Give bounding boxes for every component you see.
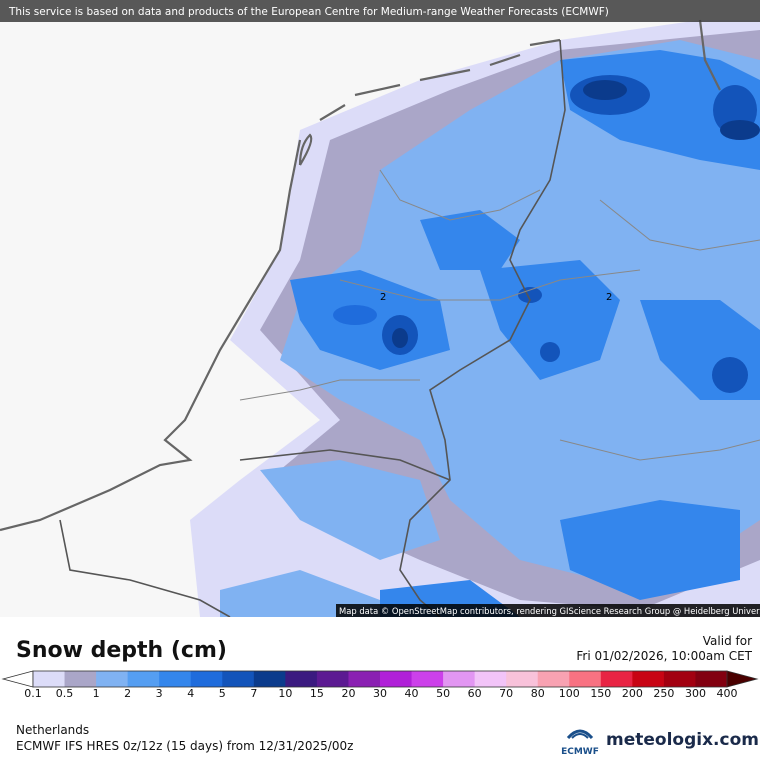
contour-label: 2 — [380, 292, 386, 303]
colorbar-segment — [569, 671, 602, 687]
colorbar-segment — [663, 671, 696, 687]
header-notice: This service is based on data and produc… — [8, 6, 609, 18]
colorbar-tick-label: 100 — [559, 687, 580, 698]
contour-label: 2 — [606, 292, 612, 303]
colorbar-segment — [506, 671, 539, 687]
colorbar-segment — [443, 671, 476, 687]
colorbar-tick-label: 2 — [124, 687, 131, 698]
colorbar-segment — [159, 671, 192, 687]
snow-field — [190, 20, 760, 617]
colorbar-segment — [380, 671, 413, 687]
colorbar-segment — [285, 671, 318, 687]
region-name: Netherlands — [16, 723, 90, 737]
colorbar-tick-label: 50 — [436, 687, 450, 698]
legend-title: Snow depth (cm) — [16, 638, 227, 663]
model-info: ECMWF IFS HRES 0z/12z (15 days) from 12/… — [16, 739, 354, 753]
valid-time: Fri 01/02/2026, 10:00am CET — [576, 649, 752, 663]
colorbar-segment — [695, 671, 728, 687]
colorbar-tick-label: 4 — [187, 687, 194, 698]
colorbar-tick-label: 30 — [373, 687, 387, 698]
colorbar-tick-label: 40 — [405, 687, 419, 698]
colorbar-tick-label: 70 — [499, 687, 513, 698]
header-bar — [0, 0, 760, 22]
coastline — [0, 19, 721, 532]
colorbar-segment — [348, 671, 381, 687]
valid-label: Valid for — [702, 634, 752, 648]
colorbar-segment — [190, 671, 223, 687]
colorbar-tick-label: 150 — [590, 687, 611, 698]
colorbar-segment — [316, 671, 349, 687]
borders — [59, 39, 566, 617]
colorbar-segment — [474, 671, 507, 687]
colorbar-tick-label: 15 — [310, 687, 324, 698]
colorbar-tick-label: 5 — [219, 687, 226, 698]
colorbar-tick-label: 20 — [341, 687, 355, 698]
colorbar-above — [726, 670, 759, 688]
colorbar: 0.1 0.5 1 2 3 4 5 7 10 15 20 30 40 50 60 70 80 100 150 200 2… — [1, 670, 759, 698]
attribution-bar — [336, 604, 760, 617]
colorbar-segment — [411, 671, 444, 687]
colorbar-tick-label: 300 — [685, 687, 706, 698]
colorbar-segment — [537, 671, 570, 687]
colorbar-tick-label: 400 — [717, 687, 738, 698]
map: 2 2 This service is based on data and pr… — [0, 0, 760, 617]
ecmwf-logo: ECMWF — [561, 729, 599, 757]
colorbar-tick-label: 7 — [250, 687, 257, 698]
colorbar-segment — [64, 671, 97, 687]
colorbar-tick-label: 10 — [278, 687, 292, 698]
ecmwf-label: ECMWF — [561, 747, 599, 757]
colorbar-segment — [33, 671, 66, 687]
colorbar-tick-label: 250 — [653, 687, 674, 698]
colorbar-tick-label: 0.5 — [56, 687, 74, 698]
colorbar-tick-label: 80 — [531, 687, 545, 698]
brand[interactable]: meteologix.com — [606, 730, 759, 750]
colorbar-tick-label: 1 — [93, 687, 100, 698]
colorbar-below — [1, 670, 34, 688]
colorbar-segment — [600, 671, 633, 687]
province-borders — [239, 169, 760, 461]
colorbar-segment — [127, 671, 160, 687]
colorbar-tick-label: 200 — [622, 687, 643, 698]
colorbar-segment — [222, 671, 255, 687]
colorbar-tick-label: 3 — [156, 687, 163, 698]
colorbar-segment — [632, 671, 665, 687]
map-attribution: Map data © OpenStreetMap contributors, r… — [339, 606, 760, 616]
colorbar-frame — [32, 670, 728, 688]
colorbar-segment — [96, 671, 129, 687]
colorbar-tick-label: 60 — [468, 687, 482, 698]
colorbar-tick-label: 0.1 — [24, 687, 42, 698]
colorbar-segment — [253, 671, 286, 687]
